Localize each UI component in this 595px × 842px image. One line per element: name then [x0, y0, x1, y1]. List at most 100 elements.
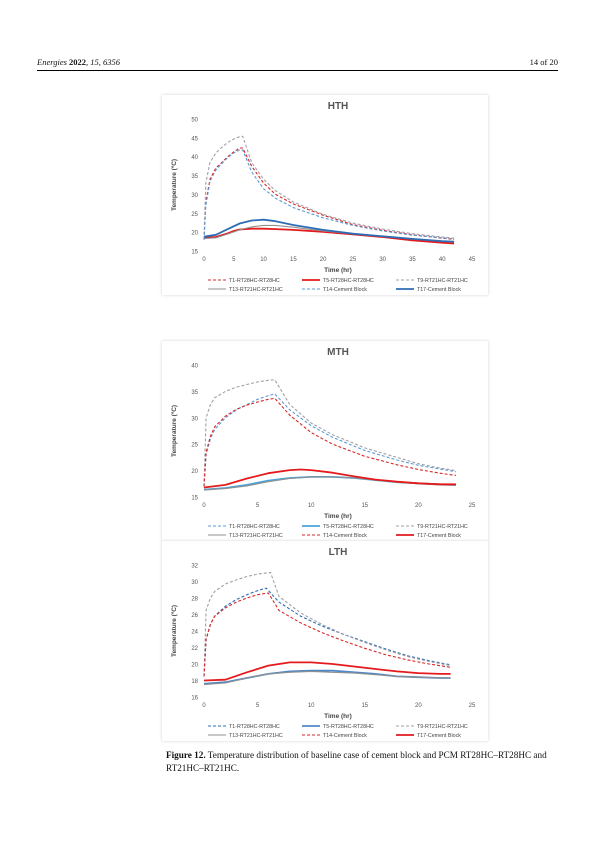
chart-mth-svg: MTH 15 20 25 30 35 40 0 5 10 15 20 25 Time (hr) Temper…: [171, 347, 476, 539]
chart-0-title: HTH: [328, 101, 349, 112]
chart-1-ylabel: Temperature (ºC): [171, 405, 178, 457]
chart-0-series-line: [203, 227, 455, 245]
chart-0-xtick: 25: [350, 257, 357, 263]
chart-1-xtick: 25: [469, 503, 476, 509]
chart-1-series-line: [203, 397, 456, 487]
chart-0-legend-label: T9-RT21HC-RT21HC: [417, 278, 468, 284]
chart-0-xtick: 35: [409, 257, 416, 263]
chart-1-title: MTH: [327, 347, 349, 358]
chart-1-ytick: 20: [191, 469, 198, 475]
article-number: 6356: [103, 57, 121, 67]
journal-year: 2022: [69, 57, 87, 67]
chart-0-xtick: 15: [290, 257, 297, 263]
chart-0-ytick: 25: [191, 212, 198, 218]
chart-2-ytick: 24: [191, 630, 198, 636]
chart-1-legend-label: T5-RT28HC-RT28HC: [323, 524, 374, 530]
chart-2-ytick: 32: [191, 564, 198, 570]
chart-2-ytick: 26: [191, 613, 198, 619]
chart-2-legend-label: T9-RT21HC-RT21HC: [417, 724, 468, 730]
chart-2-legend-label: T5-RT28HC-RT28HC: [323, 724, 374, 730]
journal-volume: 15: [90, 57, 99, 67]
chart-0-xtick: 5: [232, 257, 236, 263]
chart-0-ytick: 35: [191, 174, 198, 180]
chart-0-series-line: [203, 149, 455, 240]
journal-citation: Energies 2022, 15, 6356: [37, 57, 121, 67]
chart-0-ytick: 50: [191, 118, 198, 124]
chart-lth-svg: LTH 16 18 20 22 24 26 28 30 32 0 5 10 15 20 25 Time (hr)…: [171, 547, 476, 739]
figure-caption-text: Temperature distribution of baseline cas…: [166, 750, 547, 773]
figure-caption: Figure 12. Temperature distribution of b…: [166, 749, 561, 775]
chart-0-xtick: 40: [439, 257, 446, 263]
running-header: Energies 2022, 15, 6356 14 of 20: [37, 54, 558, 71]
chart-2-ytick: 20: [191, 663, 198, 669]
chart-2-series-line: [203, 661, 451, 682]
chart-hth: HTH 15 20 25 30 35 40 45 50 0 5 10 15 20 25 30 35 40 45 Tim…: [162, 95, 488, 295]
chart-1-xtick: 5: [256, 503, 260, 509]
chart-0-legend-label: T17-Cement Block: [417, 287, 461, 293]
chart-2-xtick: 20: [415, 703, 422, 709]
chart-2-ytick: 30: [191, 580, 198, 586]
chart-1-legend-label: T14-Cement Block: [323, 533, 367, 539]
chart-1-ytick: 30: [191, 416, 198, 422]
chart-1-xtick: 0: [202, 503, 206, 509]
chart-1-ytick: 35: [191, 390, 198, 396]
chart-0-ylabel: Temperature (ºC): [171, 159, 178, 211]
chart-1-legend-label: T1-RT28HC-RT28HC: [229, 524, 280, 530]
chart-2-xtick: 25: [469, 703, 476, 709]
chart-2-xtick: 0: [202, 703, 206, 709]
chart-2-legend-label: T17-Cement Block: [417, 733, 461, 739]
chart-0-legend-label: T1-RT28HC-RT28HC: [229, 278, 280, 284]
chart-1-xlabel: Time (hr): [324, 513, 352, 520]
chart-2-ytick: 18: [191, 679, 198, 685]
chart-0-xtick: 0: [202, 257, 206, 263]
chart-1-xtick: 20: [415, 503, 422, 509]
figure-label: Figure 12.: [166, 750, 206, 760]
chart-0-series-line: [203, 218, 455, 243]
chart-1-series-line: [203, 468, 456, 489]
chart-0-xtick: 20: [320, 257, 327, 263]
chart-mth: MTH 15 20 25 30 35 40 0 5 10 15 20 25 Time (hr) Temper…: [162, 341, 488, 541]
chart-1-legend-label: T13-RT21HC-RT21HC: [229, 533, 283, 539]
chart-2-ytick: 28: [191, 597, 198, 603]
chart-1-xtick: 10: [308, 503, 315, 509]
chart-1-legend-label: T17-Cement Block: [417, 533, 461, 539]
chart-0-legend-label: T5-RT28HC-RT28HC: [323, 278, 374, 284]
chart-1-ytick: 15: [191, 496, 198, 502]
chart-0-ytick: 20: [191, 231, 198, 237]
chart-2-series-line: [203, 670, 451, 686]
chart-0-xlabel: Time (hr): [324, 267, 352, 274]
chart-2-legend-label: T1-RT28HC-RT28HC: [229, 724, 280, 730]
chart-1-ytick: 25: [191, 443, 198, 449]
chart-0-xtick: 45: [469, 257, 476, 263]
chart-0-legend-label: T14-Cement Block: [323, 287, 367, 293]
chart-1-legend-label: T9-RT21HC-RT21HC: [417, 524, 468, 530]
chart-2-xtick: 15: [361, 703, 368, 709]
chart-0-ytick: 30: [191, 193, 198, 199]
chart-2-series-line: [203, 592, 451, 677]
chart-1-series-line: [203, 379, 456, 487]
chart-0-ytick: 45: [191, 136, 198, 142]
chart-1-ytick: 40: [191, 364, 198, 370]
chart-1-series-line: [203, 393, 456, 487]
chart-2-xtick: 10: [308, 703, 315, 709]
chart-2-ylabel: Temperature (ºC): [171, 605, 178, 657]
page-number: 14 of 20: [529, 57, 558, 67]
journal-name: Energies: [37, 57, 67, 67]
chart-0-legend-label: T13-RT21HC-RT21HC: [229, 287, 283, 293]
chart-0-xtick: 30: [379, 257, 386, 263]
chart-0-series-line: [203, 147, 455, 240]
chart-2-ytick: 22: [191, 646, 198, 652]
chart-0-xtick: 10: [260, 257, 267, 263]
chart-2-series-line: [203, 571, 451, 677]
chart-0-ytick: 15: [191, 250, 198, 256]
chart-0-ytick: 40: [191, 155, 198, 161]
chart-2-title: LTH: [329, 547, 348, 558]
chart-0-series-line: [203, 135, 455, 240]
chart-2-ytick: 16: [191, 696, 198, 702]
chart-1-xtick: 15: [361, 503, 368, 509]
chart-2-xtick: 5: [256, 703, 260, 709]
chart-2-xlabel: Time (hr): [324, 713, 352, 720]
chart-2-legend-label: T14-Cement Block: [323, 733, 367, 739]
chart-lth: LTH 16 18 20 22 24 26 28 30 32 0 5 10 15 20 25 Time (hr)…: [162, 541, 488, 741]
chart-hth-svg: HTH 15 20 25 30 35 40 45 50 0 5 10 15 20 25 30 35 40 45 Tim…: [171, 101, 476, 293]
